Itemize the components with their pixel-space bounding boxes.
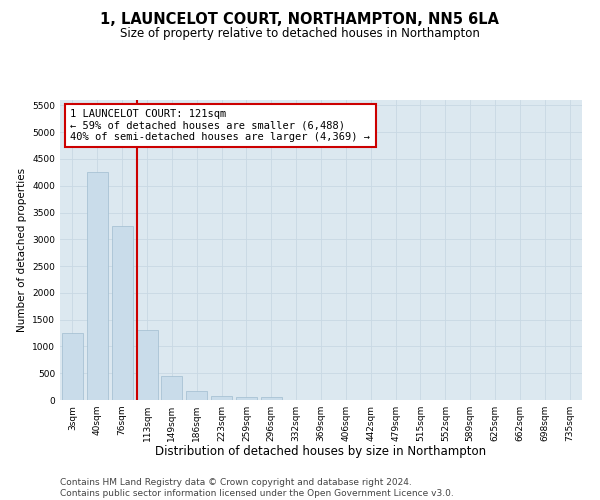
Text: Contains HM Land Registry data © Crown copyright and database right 2024.
Contai: Contains HM Land Registry data © Crown c…: [60, 478, 454, 498]
Bar: [211, 396, 232, 400]
Bar: [236, 397, 257, 400]
Bar: [62, 333, 83, 400]
Text: 1, LAUNCELOT COURT, NORTHAMPTON, NN5 6LA: 1, LAUNCELOT COURT, NORTHAMPTON, NN5 6LA: [101, 12, 499, 28]
Text: 1 LAUNCELOT COURT: 121sqm
← 59% of detached houses are smaller (6,488)
40% of se: 1 LAUNCELOT COURT: 121sqm ← 59% of detac…: [70, 109, 370, 142]
Bar: [161, 376, 182, 400]
X-axis label: Distribution of detached houses by size in Northampton: Distribution of detached houses by size …: [155, 446, 487, 458]
Text: Size of property relative to detached houses in Northampton: Size of property relative to detached ho…: [120, 28, 480, 40]
Y-axis label: Number of detached properties: Number of detached properties: [17, 168, 26, 332]
Bar: [87, 172, 108, 400]
Bar: [261, 398, 282, 400]
Bar: [186, 390, 207, 400]
Bar: [136, 330, 158, 400]
Bar: [112, 226, 133, 400]
